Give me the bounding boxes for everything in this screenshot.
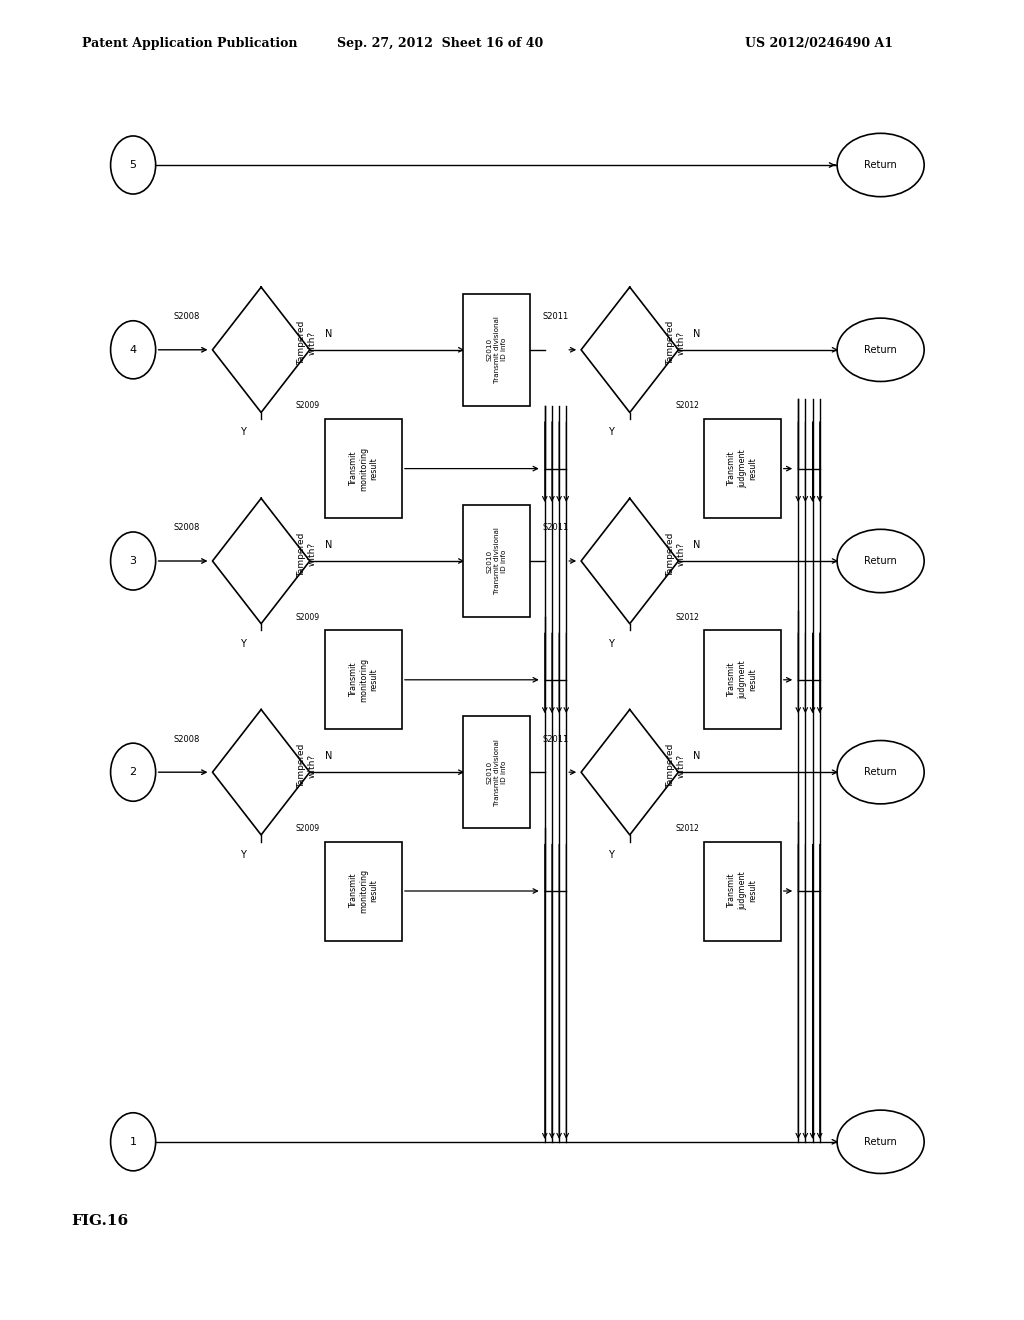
Ellipse shape bbox=[838, 133, 924, 197]
Text: Tampered
with?: Tampered with? bbox=[667, 743, 685, 788]
Text: Tampered
with?: Tampered with? bbox=[298, 321, 316, 366]
Text: Patent Application Publication: Patent Application Publication bbox=[82, 37, 297, 50]
Text: N: N bbox=[325, 751, 332, 762]
Text: 2: 2 bbox=[130, 767, 136, 777]
Ellipse shape bbox=[838, 741, 924, 804]
Text: Return: Return bbox=[864, 767, 897, 777]
Text: S2009: S2009 bbox=[296, 824, 319, 833]
Text: S2008: S2008 bbox=[174, 524, 200, 532]
Text: US 2012/0246490 A1: US 2012/0246490 A1 bbox=[745, 37, 893, 50]
Text: Y: Y bbox=[608, 428, 614, 437]
Text: Transmit
monitoring
result: Transmit monitoring result bbox=[348, 657, 379, 702]
Text: Y: Y bbox=[608, 850, 614, 859]
Text: Tampered
with?: Tampered with? bbox=[298, 532, 316, 577]
Text: S2010
Transmit divisional
ID info: S2010 Transmit divisional ID info bbox=[486, 317, 507, 383]
Text: 4: 4 bbox=[130, 345, 136, 355]
Text: 1: 1 bbox=[130, 1137, 136, 1147]
Bar bbox=[326, 630, 401, 729]
Bar bbox=[463, 715, 530, 829]
Bar bbox=[705, 418, 780, 517]
Text: Y: Y bbox=[240, 428, 246, 437]
Text: S2012: S2012 bbox=[675, 824, 698, 833]
Text: Transmit
monitoring
result: Transmit monitoring result bbox=[348, 446, 379, 491]
Text: N: N bbox=[325, 329, 332, 339]
Text: Y: Y bbox=[240, 639, 246, 648]
Text: S2009: S2009 bbox=[296, 612, 319, 622]
Text: Return: Return bbox=[864, 1137, 897, 1147]
Circle shape bbox=[111, 136, 156, 194]
Bar bbox=[463, 294, 530, 407]
Text: S2011: S2011 bbox=[543, 313, 568, 321]
Text: Sep. 27, 2012  Sheet 16 of 40: Sep. 27, 2012 Sheet 16 of 40 bbox=[337, 37, 544, 50]
Text: Return: Return bbox=[864, 556, 897, 566]
Bar bbox=[705, 842, 780, 940]
Bar bbox=[705, 630, 780, 729]
Text: S2012: S2012 bbox=[675, 401, 698, 411]
Circle shape bbox=[111, 743, 156, 801]
Text: Tampered
with?: Tampered with? bbox=[667, 532, 685, 577]
Text: S2010
Transmit divisional
ID info: S2010 Transmit divisional ID info bbox=[486, 528, 507, 594]
Text: N: N bbox=[325, 540, 332, 550]
Bar bbox=[463, 506, 530, 618]
Text: Y: Y bbox=[240, 850, 246, 859]
Ellipse shape bbox=[838, 1110, 924, 1173]
Text: Transmit
judgment
result: Transmit judgment result bbox=[727, 449, 758, 488]
Text: S2010
Transmit divisional
ID info: S2010 Transmit divisional ID info bbox=[486, 739, 507, 805]
Text: Transmit
judgment
result: Transmit judgment result bbox=[727, 871, 758, 911]
Bar bbox=[326, 842, 401, 940]
Text: N: N bbox=[693, 329, 700, 339]
Circle shape bbox=[111, 532, 156, 590]
Text: 5: 5 bbox=[130, 160, 136, 170]
Circle shape bbox=[111, 1113, 156, 1171]
Text: Tampered
with?: Tampered with? bbox=[298, 743, 316, 788]
Bar bbox=[326, 418, 401, 517]
Text: S2011: S2011 bbox=[543, 524, 568, 532]
Circle shape bbox=[111, 321, 156, 379]
Text: Transmit
judgment
result: Transmit judgment result bbox=[727, 660, 758, 700]
Text: Y: Y bbox=[608, 639, 614, 648]
Text: S2009: S2009 bbox=[296, 401, 319, 411]
Text: FIG.16: FIG.16 bbox=[72, 1214, 129, 1228]
Text: Return: Return bbox=[864, 160, 897, 170]
Text: 3: 3 bbox=[130, 556, 136, 566]
Text: S2011: S2011 bbox=[543, 735, 568, 743]
Text: S2008: S2008 bbox=[174, 735, 200, 743]
Text: S2008: S2008 bbox=[174, 313, 200, 321]
Text: S2012: S2012 bbox=[675, 612, 698, 622]
Text: N: N bbox=[693, 540, 700, 550]
Ellipse shape bbox=[838, 318, 924, 381]
Text: Return: Return bbox=[864, 345, 897, 355]
Text: N: N bbox=[693, 751, 700, 762]
Text: Transmit
monitoring
result: Transmit monitoring result bbox=[348, 869, 379, 913]
Text: Tampered
with?: Tampered with? bbox=[667, 321, 685, 366]
Ellipse shape bbox=[838, 529, 924, 593]
